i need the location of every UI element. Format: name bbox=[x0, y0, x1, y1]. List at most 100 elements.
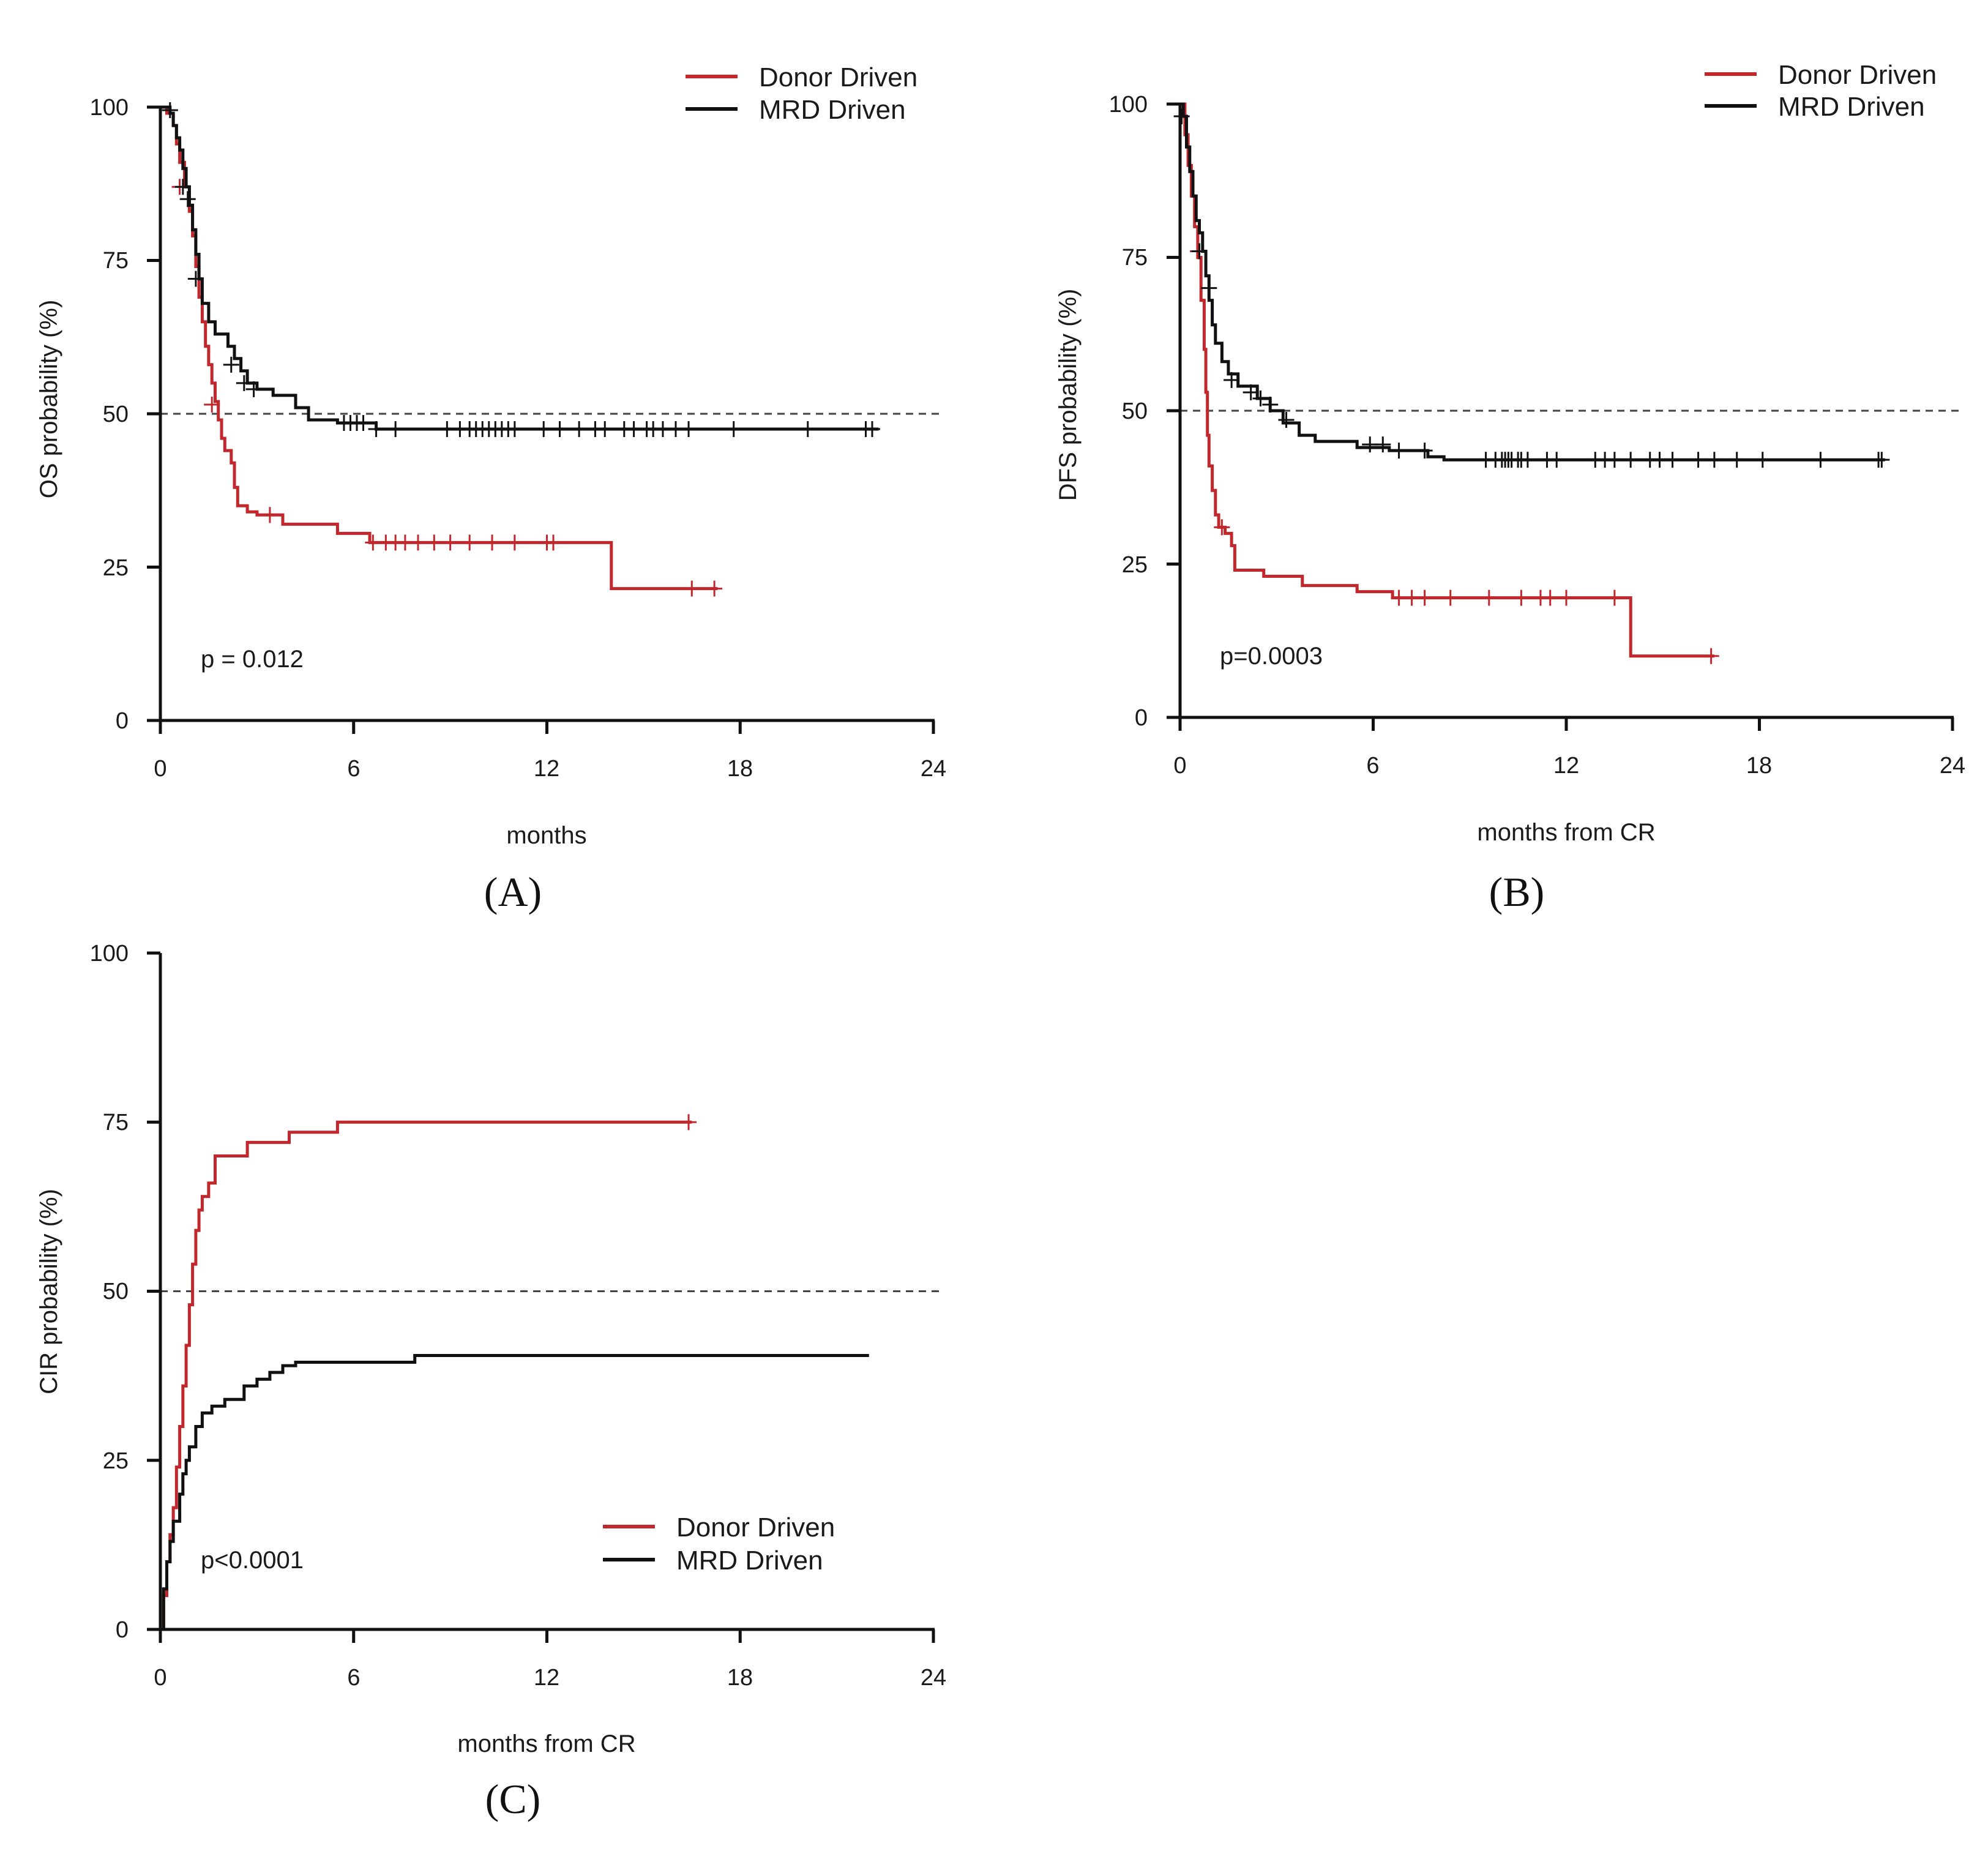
xtick-label: 6 bbox=[347, 1665, 360, 1691]
xtick-label: 18 bbox=[1746, 753, 1772, 779]
x-axis-title: months from CR bbox=[457, 1730, 635, 1757]
censor-mark-mrd bbox=[1278, 412, 1295, 428]
censor-mark-donor bbox=[1558, 589, 1574, 606]
xtick-label: 18 bbox=[727, 756, 753, 782]
censor-mark-mrd bbox=[223, 356, 239, 373]
censor-mark-mrd bbox=[1706, 452, 1722, 468]
p-value: p = 0.012 bbox=[201, 646, 304, 673]
series-line-mrd bbox=[160, 105, 879, 431]
censor-mark-mrd bbox=[1224, 372, 1240, 388]
xtick-label: 18 bbox=[727, 1665, 753, 1691]
censor-mark-donor bbox=[706, 580, 723, 597]
censor-mark-donor bbox=[1606, 589, 1623, 606]
censor-mark-mrd bbox=[506, 421, 523, 438]
ytick-label: 25 bbox=[1122, 552, 1148, 578]
ytick-label: 0 bbox=[1135, 705, 1148, 731]
ytick-label: 25 bbox=[103, 1448, 129, 1474]
censor-mark-donor bbox=[410, 534, 426, 551]
censor-mark-mrd bbox=[368, 421, 384, 438]
legend: Donor Driven MRD Driven bbox=[1705, 60, 1937, 122]
censor-mark-mrd bbox=[179, 191, 196, 208]
p-value: p=0.0003 bbox=[1220, 643, 1323, 670]
ytick-label: 0 bbox=[116, 1617, 129, 1643]
censor-mark-mrd bbox=[162, 102, 178, 119]
censor-mark-donor bbox=[204, 396, 220, 413]
censor-mark-mrd bbox=[1690, 452, 1706, 468]
censor-mark-donor bbox=[261, 507, 278, 523]
censor-mark-mrd bbox=[1375, 436, 1391, 453]
censor-mark-donor bbox=[461, 534, 478, 551]
xtick-label: 6 bbox=[347, 756, 360, 782]
censor-mark-donor bbox=[1542, 589, 1558, 606]
censor-mark-donor bbox=[1703, 648, 1719, 664]
xtick-label: 24 bbox=[921, 1665, 946, 1691]
series-line-mrd bbox=[1180, 102, 1885, 462]
panel-label: (C) bbox=[485, 1776, 541, 1822]
y-axis-title: DFS probability (%) bbox=[1055, 289, 1082, 501]
censor-mark-donor bbox=[506, 534, 523, 551]
censor-mark-mrd bbox=[1519, 452, 1536, 468]
censor-mark-mrd bbox=[187, 271, 204, 287]
y-axis-title: OS probability (%) bbox=[36, 300, 62, 499]
censor-mark-donor bbox=[426, 534, 443, 551]
x-axis-title: months bbox=[506, 822, 586, 849]
legend-label-donor: Donor Driven bbox=[676, 1513, 835, 1543]
ytick-label: 75 bbox=[103, 248, 129, 274]
censor-mark-mrd bbox=[174, 179, 191, 195]
panel-b-dfs: 100 75 50 25 0 0 6 12 18 24 months from … bbox=[1055, 60, 1965, 915]
censor-mark-mrd bbox=[1391, 443, 1407, 459]
ytick-label: 50 bbox=[103, 1279, 129, 1304]
censor-mark-mrd bbox=[1173, 108, 1190, 125]
legend-label-mrd: MRD Driven bbox=[676, 1546, 823, 1576]
censor-mark-mrd bbox=[1874, 452, 1890, 468]
p-value: p<0.0001 bbox=[201, 1547, 304, 1574]
xtick-label: 0 bbox=[1173, 753, 1186, 779]
censor-mark-mrd bbox=[799, 421, 816, 438]
censor-mark-mrd bbox=[1549, 452, 1565, 468]
censor-mark-mrd bbox=[1252, 390, 1269, 406]
series-line-donor bbox=[1180, 102, 1714, 658]
xtick-label: 0 bbox=[154, 1665, 166, 1691]
xtick-label: 12 bbox=[1553, 753, 1579, 779]
ytick-label: 100 bbox=[90, 95, 129, 121]
ytick-label: 75 bbox=[103, 1110, 129, 1135]
censor-mark-mrd bbox=[1664, 452, 1681, 468]
ytick-label: 50 bbox=[1122, 398, 1148, 424]
censor-mark-mrd bbox=[245, 381, 262, 397]
legend: Donor Driven MRD Driven bbox=[686, 62, 917, 125]
ytick-label: 100 bbox=[1109, 92, 1148, 118]
xtick-label: 12 bbox=[534, 756, 559, 782]
legend: Donor Driven MRD Driven bbox=[603, 1513, 835, 1576]
legend-label-mrd: MRD Driven bbox=[759, 95, 906, 125]
censor-mark-mrd bbox=[551, 421, 568, 438]
censor-mark-mrd bbox=[681, 421, 697, 438]
censor-mark-mrd bbox=[236, 375, 252, 391]
censor-mark-mrd bbox=[1754, 452, 1771, 468]
panel-a-os: 100 75 50 25 0 0 6 12 18 24 months OS pr… bbox=[36, 62, 946, 915]
xtick-label: 6 bbox=[1366, 753, 1379, 779]
censor-mark-mrd bbox=[1728, 452, 1745, 468]
censor-mark-donor bbox=[1513, 589, 1530, 606]
ytick-label: 75 bbox=[1122, 245, 1148, 271]
censor-mark-donor bbox=[1442, 589, 1459, 606]
censor-mark-mrd bbox=[1416, 443, 1433, 459]
censor-mark-mrd bbox=[536, 421, 552, 438]
censor-mark-mrd bbox=[1623, 452, 1639, 468]
censor-mark-mrd bbox=[725, 421, 742, 438]
ytick-label: 50 bbox=[103, 402, 129, 427]
xtick-label: 24 bbox=[1940, 753, 1965, 779]
censor-mark-mrd bbox=[597, 421, 613, 438]
censor-mark-donor bbox=[442, 534, 458, 551]
xtick-label: 0 bbox=[154, 756, 166, 782]
legend-label-mrd: MRD Driven bbox=[1778, 92, 1925, 122]
censor-mark-donor bbox=[484, 534, 501, 551]
censor-mark-donor bbox=[684, 580, 700, 597]
censor-mark-donor bbox=[1481, 589, 1497, 606]
ytick-label: 0 bbox=[116, 708, 129, 734]
legend-label-donor: Donor Driven bbox=[759, 62, 917, 92]
xtick-label: 12 bbox=[534, 1665, 559, 1691]
series-line-mrd bbox=[160, 1354, 869, 1631]
censor-mark-mrd bbox=[1242, 384, 1259, 400]
